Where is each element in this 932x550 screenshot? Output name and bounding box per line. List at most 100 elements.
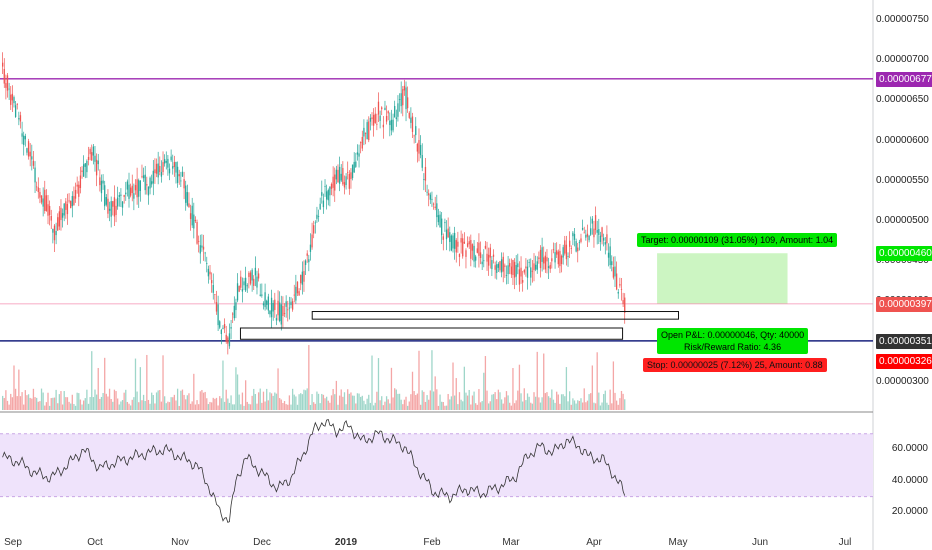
- volume-bar: [240, 404, 242, 410]
- candle-body: [313, 225, 315, 234]
- volume-bar: [494, 392, 496, 410]
- volume-bar: [89, 397, 91, 410]
- candle-body: [496, 264, 498, 273]
- candle-body: [26, 148, 28, 153]
- candle-body: [92, 146, 95, 156]
- volume-bar: [326, 396, 328, 410]
- candle-body: [141, 176, 143, 178]
- price-tick-label: 0.00000650: [876, 94, 929, 106]
- volume-bar: [26, 395, 28, 410]
- volume-bar: [125, 389, 127, 410]
- candle-body: [429, 194, 431, 200]
- candle-body: [21, 133, 23, 137]
- volume-bar: [387, 399, 389, 410]
- volume-bar: [507, 395, 509, 410]
- candle-body: [105, 197, 107, 205]
- candle-body: [573, 233, 576, 240]
- volume-bar: [439, 394, 441, 410]
- volume-bar: [552, 399, 555, 410]
- candle-body: [282, 305, 284, 316]
- volume-bar: [300, 393, 302, 410]
- volume-bar: [612, 361, 615, 410]
- volume-bar: [385, 396, 388, 410]
- candle-body: [241, 289, 244, 292]
- volume-bar: [279, 398, 281, 410]
- candle-body: [274, 299, 276, 310]
- volume-bar: [450, 396, 453, 410]
- candle-body: [426, 191, 428, 193]
- candle-body: [379, 115, 381, 121]
- candle-body: [5, 83, 7, 88]
- candle-body: [442, 236, 444, 240]
- candle-body: [24, 136, 26, 140]
- volume-bar: [118, 404, 120, 410]
- candle-body: [413, 135, 415, 137]
- volume-bar: [104, 357, 106, 410]
- volume-bar: [261, 402, 263, 410]
- time-tick-label: Jul: [838, 537, 852, 548]
- volume-bar: [296, 404, 299, 410]
- candle-body: [466, 243, 469, 247]
- volume-bar: [55, 389, 57, 410]
- volume-bar: [172, 397, 174, 410]
- volume-bar: [210, 402, 213, 410]
- volume-bar: [225, 389, 227, 410]
- volume-bar: [410, 394, 412, 410]
- volume-bar: [209, 401, 211, 410]
- volume-bar: [199, 391, 201, 410]
- volume-bar: [458, 392, 461, 410]
- volume-bar: [40, 388, 43, 410]
- volume-bar: [394, 388, 396, 410]
- volume-bar: [544, 393, 546, 410]
- time-tick-label: Jun: [751, 537, 769, 548]
- candle-body: [363, 127, 365, 137]
- volume-bar: [538, 397, 540, 410]
- candle-body: [353, 161, 355, 173]
- volume-bar: [517, 390, 519, 410]
- volume-bar: [473, 391, 475, 410]
- candle-body: [494, 265, 496, 270]
- volume-bar: [389, 403, 391, 410]
- candle-body: [475, 256, 477, 261]
- candle-body: [394, 105, 396, 118]
- candle-body: [298, 291, 300, 296]
- candle-body: [432, 203, 435, 205]
- volume-bar: [146, 354, 148, 410]
- candle-body: [507, 265, 509, 275]
- candle-body: [280, 304, 282, 325]
- candle-body: [110, 201, 112, 217]
- volume-bar: [403, 399, 406, 410]
- candle-body: [436, 203, 438, 218]
- candle-body: [193, 214, 195, 229]
- candle-body: [123, 195, 125, 197]
- candle-body: [562, 247, 564, 258]
- candle-body: [567, 256, 569, 257]
- candle-body: [295, 286, 297, 301]
- candle-body: [262, 303, 265, 306]
- candle-body: [471, 244, 474, 251]
- candle-body: [18, 118, 20, 120]
- candle-body: [594, 215, 597, 231]
- candle-body: [347, 171, 349, 173]
- candle-body: [121, 201, 124, 208]
- candle-body: [194, 219, 197, 222]
- volume-bar: [515, 400, 517, 410]
- volume-bar: [353, 395, 355, 410]
- candle-body: [549, 264, 551, 270]
- candle-body: [403, 85, 406, 91]
- candle-body: [142, 175, 145, 179]
- candle-body: [214, 294, 216, 296]
- candle-body: [337, 169, 339, 183]
- volume-bar: [489, 401, 491, 410]
- volume-bar: [330, 395, 333, 410]
- candle-body: [326, 191, 328, 200]
- volume-bar: [167, 401, 169, 410]
- volume-bar: [547, 396, 550, 410]
- volume-bar: [42, 392, 44, 410]
- volume-bar: [142, 394, 145, 410]
- candle-body: [483, 260, 485, 262]
- volume-bar: [591, 365, 593, 410]
- volume-bar: [204, 391, 206, 410]
- candle-body: [397, 103, 399, 117]
